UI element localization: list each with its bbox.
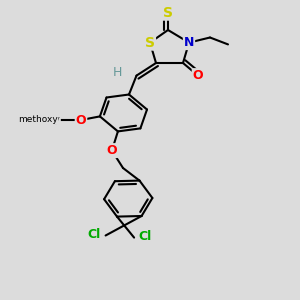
Text: Cl: Cl — [88, 227, 101, 241]
Text: O: O — [76, 113, 86, 127]
Text: H: H — [113, 66, 122, 79]
Text: methoxy: methoxy — [18, 116, 58, 124]
Text: O: O — [193, 69, 203, 82]
Text: N: N — [184, 36, 194, 49]
Text: S: S — [145, 36, 155, 50]
Text: O: O — [106, 144, 117, 157]
Text: Cl: Cl — [139, 230, 152, 243]
Text: methoxy: methoxy — [17, 115, 60, 125]
Text: S: S — [163, 6, 173, 20]
